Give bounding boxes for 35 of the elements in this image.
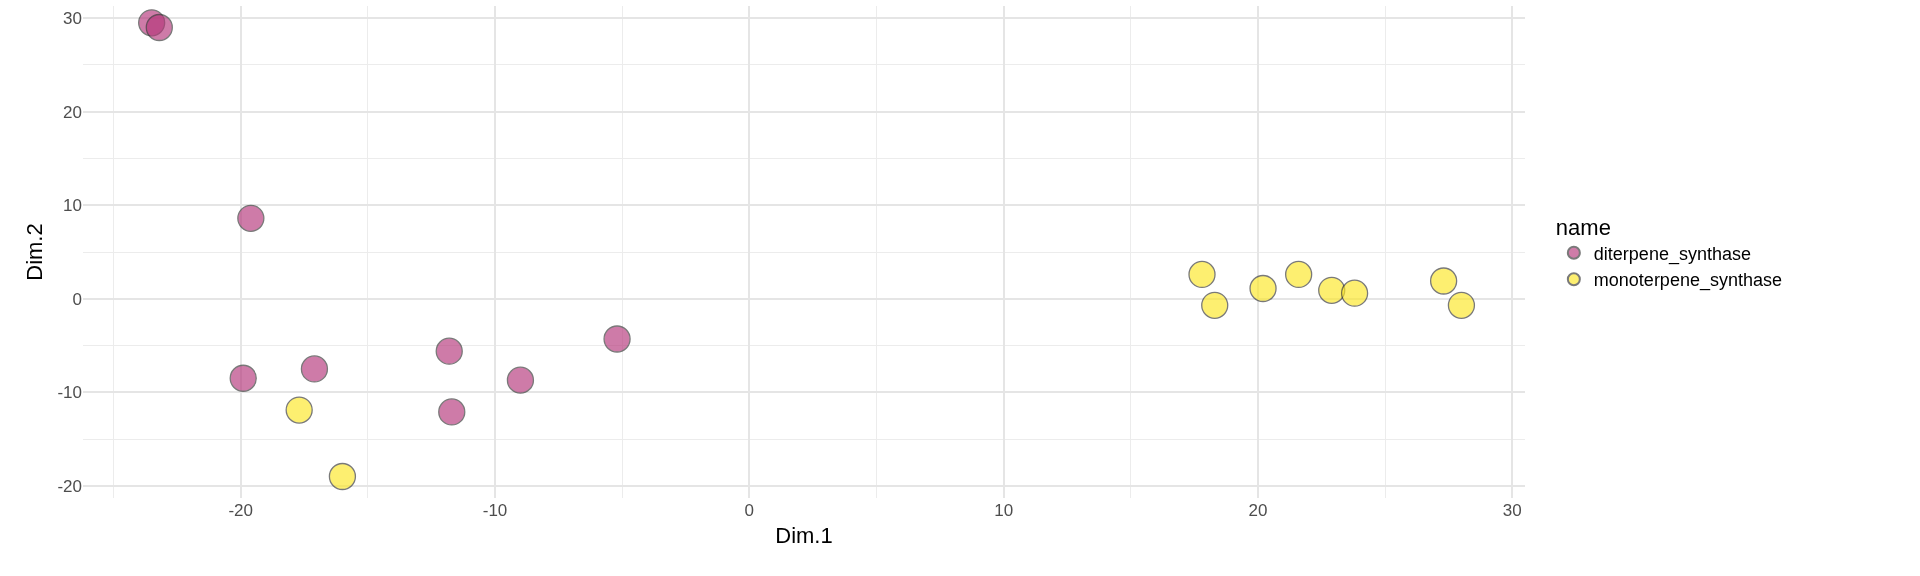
x-tick-label: -10 xyxy=(482,501,508,520)
point xyxy=(435,337,463,365)
y-tick-label: 20 xyxy=(63,102,82,122)
point xyxy=(145,13,173,42)
y-tick-label: -20 xyxy=(57,476,82,496)
point xyxy=(237,204,265,232)
point xyxy=(1429,267,1458,295)
y-tick-label: 10 xyxy=(63,196,82,216)
point xyxy=(229,364,257,392)
y-tick-label: -10 xyxy=(57,383,82,403)
legend-title: name xyxy=(1555,214,1611,240)
legend-label: monoterpene_synthase xyxy=(1593,270,1782,292)
point xyxy=(1340,279,1369,307)
x-tick-label: 30 xyxy=(1502,501,1522,520)
x-tick-label: 0 xyxy=(744,501,755,520)
point xyxy=(1201,291,1229,319)
y-tick-label: 30 xyxy=(63,9,82,29)
point xyxy=(1188,260,1216,289)
point xyxy=(328,462,357,491)
point xyxy=(285,396,313,424)
x-tick-label: 20 xyxy=(1248,501,1268,520)
point xyxy=(438,398,466,426)
point xyxy=(1318,276,1346,304)
point xyxy=(1249,274,1277,303)
point xyxy=(603,325,631,353)
point xyxy=(1447,291,1476,319)
y-tick-label: 0 xyxy=(72,289,82,309)
point xyxy=(1285,260,1313,289)
x-tick-label: -20 xyxy=(228,501,253,520)
x-tick-label: 10 xyxy=(994,501,1014,520)
x-axis-title: Dim.1 xyxy=(775,522,833,548)
point xyxy=(300,355,329,383)
y-axis-title: Dim.2 xyxy=(22,223,48,281)
point xyxy=(506,366,535,394)
legend-label: diterpene_synthase xyxy=(1593,243,1751,265)
